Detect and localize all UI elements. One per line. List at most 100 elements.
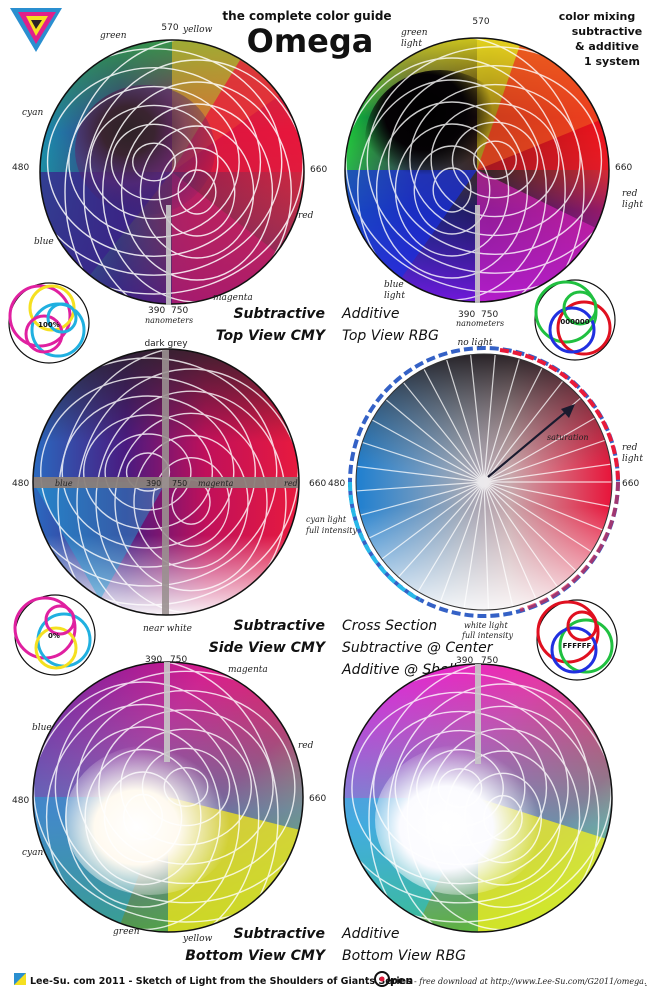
sphere-additive-cross-section <box>347 346 620 618</box>
footer-open: pen <box>390 974 413 987</box>
label-cyan: cyan <box>22 848 43 858</box>
label-750: 750 <box>481 656 498 666</box>
caption-side-view-cmy: Side View CMY <box>209 640 327 656</box>
label-saturation: saturation <box>547 433 589 442</box>
label-750: 750 <box>172 479 187 488</box>
label-570: 570 <box>161 23 178 33</box>
caption-cross-section: Cross Section <box>342 618 437 634</box>
caption-subtractive-center: Subtractive @ Center <box>342 640 494 656</box>
label-480: 480 <box>328 479 345 489</box>
label-750: 750 <box>481 310 498 320</box>
label-nanometers: nanometers <box>145 316 193 325</box>
header-right-line-3: & additive <box>575 40 639 53</box>
label-no-light: no light <box>457 338 492 348</box>
label-magenta: magenta <box>213 293 253 303</box>
label-red-light: light <box>622 200 643 210</box>
header-right-line-1: color mixing <box>559 10 635 23</box>
header-title: Omega <box>247 22 374 60</box>
footer: Lee-Su. com 2011 - Sketch of Light from … <box>14 971 647 987</box>
mini-ring-rgb-side: FFFFFF <box>536 599 618 681</box>
label-blue: blue <box>384 280 404 290</box>
label-660: 660 <box>622 479 639 489</box>
label-480: 480 <box>12 163 29 173</box>
label-full-intensity: full intensity <box>305 526 357 535</box>
label-red: red <box>622 443 638 453</box>
panel4-labels: no light saturation red light 480 660 cy… <box>305 338 643 640</box>
label-390: 390 <box>456 656 473 666</box>
caption-bottom-view-cmy: Bottom View CMY <box>185 948 327 964</box>
header-right-line-4: 1 system <box>584 55 640 68</box>
sphere-subtractive-top <box>39 39 305 305</box>
caption-top: Subtractive Additive Top View CMY Top Vi… <box>216 306 439 344</box>
label-yellow: yellow <box>182 25 213 35</box>
label-white-light: white light <box>464 621 508 630</box>
mini-ring-rgb-top: 000000 <box>534 279 616 361</box>
label-white-full-intensity: full intensity <box>461 631 513 640</box>
label-red: red <box>298 741 314 751</box>
label-cyan: cyan <box>22 108 43 118</box>
label-green-light: light <box>401 39 422 49</box>
caption-additive: Additive <box>341 306 400 322</box>
open-o-icon <box>374 971 390 987</box>
mini-label-ffffff: FFFFFF <box>563 642 592 650</box>
caption-bottom-view-rbg: Bottom View RBG <box>342 948 466 964</box>
label-red: red <box>622 189 638 199</box>
label-390: 390 <box>145 655 162 665</box>
label-480: 480 <box>12 796 29 806</box>
label-390: 390 <box>148 306 165 316</box>
panel3-labels: dark grey 480 blue 390 750 magenta red 6… <box>12 339 326 634</box>
label-yellow: yellow <box>182 934 213 944</box>
caption-top-view-rbg: Top View RBG <box>342 328 439 344</box>
label-660: 660 <box>310 165 327 175</box>
saturation-arrow <box>487 404 575 478</box>
label-red: red <box>298 211 314 221</box>
panel2-labels: 570 green light 660 red light blue light… <box>384 17 643 328</box>
label-red: red <box>284 479 298 488</box>
caption-additive: Additive <box>341 926 400 942</box>
label-red-light: light <box>622 454 643 464</box>
caption-subtractive: Subtractive <box>233 926 325 942</box>
label-570: 570 <box>472 17 489 27</box>
label-480: 480 <box>12 479 29 489</box>
label-blue: blue <box>32 723 52 733</box>
footer-download: - free download at http://www.Lee-Su.com… <box>414 977 647 986</box>
label-near-white: near white <box>143 624 192 634</box>
sphere-subtractive-side <box>32 348 300 616</box>
label-cyan-light: cyan light <box>306 515 347 524</box>
sphere-subtractive-bottom <box>32 661 304 933</box>
sphere-additive-bottom <box>343 663 613 933</box>
mini-label-100: 100% <box>38 321 60 329</box>
header-right-block: color mixing subtractive & additive 1 sy… <box>559 10 643 68</box>
label-blue-light: light <box>384 291 405 301</box>
footer-credit: Lee-Su. com 2011 - Sketch of Light from … <box>30 976 412 987</box>
header-right-line-2: subtractive <box>572 25 643 38</box>
mini-ring-cmy-side: 0% <box>13 594 96 676</box>
caption-subtractive: Subtractive <box>233 306 325 322</box>
mini-ring-cmy-top: 100% <box>8 282 90 364</box>
label-magenta: magenta <box>198 479 234 488</box>
header-subtitle: the complete color guide <box>222 9 391 23</box>
label-dark-grey: dark grey <box>144 339 188 349</box>
logo-triangle-icon <box>10 8 62 52</box>
panel6-labels: 390 750 <box>456 656 498 666</box>
label-660: 660 <box>615 163 632 173</box>
label-green: green <box>100 31 127 41</box>
mini-label-0: 0% <box>48 632 60 640</box>
label-nanometers: nanometers <box>456 319 504 328</box>
caption-subtractive: Subtractive <box>233 618 325 634</box>
panel5-labels: 390 750 magenta blue red 480 660 cyan gr… <box>12 655 326 944</box>
panel1-labels: green yellow 570 cyan 480 660 red blue 3… <box>12 23 327 325</box>
label-green: green <box>401 28 428 38</box>
label-660: 660 <box>309 479 326 489</box>
caption-top-view-cmy: Top View CMY <box>216 328 327 344</box>
label-green: green <box>113 927 140 937</box>
label-blue: blue <box>34 237 54 247</box>
label-750: 750 <box>170 655 187 665</box>
label-390: 390 <box>146 479 161 488</box>
caption-bottom: Subtractive Additive Bottom View CMY Bot… <box>185 926 466 964</box>
label-magenta: magenta <box>228 665 268 675</box>
label-660: 660 <box>309 794 326 804</box>
label-750: 750 <box>171 306 188 316</box>
mini-label-000000: 000000 <box>560 318 589 326</box>
